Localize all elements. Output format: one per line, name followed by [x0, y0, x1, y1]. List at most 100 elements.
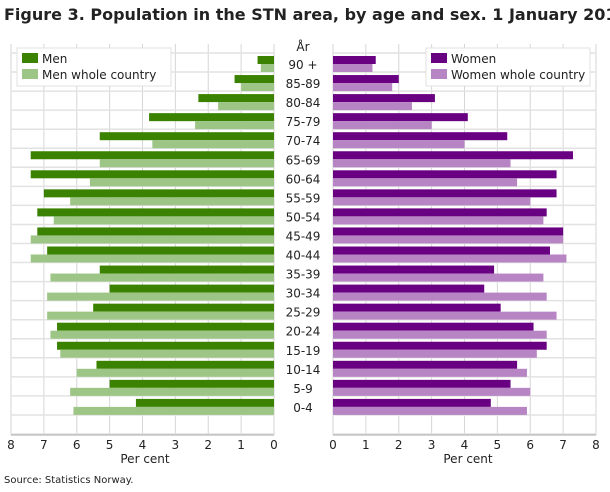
x-tick-label: 5 — [106, 438, 114, 452]
category-label: 50-54 — [286, 210, 321, 224]
bar-men — [99, 132, 274, 141]
bar-men-whole-country — [152, 140, 274, 149]
category-label: 65-69 — [286, 153, 321, 167]
category-label: 10-14 — [286, 363, 321, 377]
bar-women-whole-country — [333, 273, 544, 282]
bar-women-whole-country — [333, 159, 511, 168]
x-tick-label: 6 — [526, 438, 534, 452]
bar-men-whole-country — [30, 254, 274, 263]
bar-men-whole-country — [47, 311, 274, 320]
x-tick-label: 4 — [461, 438, 469, 452]
bar-women-whole-country — [333, 368, 527, 377]
bar-men-whole-country — [241, 83, 274, 92]
category-label: 60-64 — [286, 172, 321, 186]
bar-women — [333, 341, 547, 350]
x-tick-label: 0 — [329, 438, 337, 452]
bar-women — [333, 132, 508, 141]
category-label: 55-59 — [286, 191, 321, 205]
bar-men — [109, 284, 274, 293]
bar-women — [333, 56, 376, 64]
x-tick-label: 1 — [237, 438, 245, 452]
chart-title: Figure 3. Population in the STN area, by… — [4, 5, 610, 24]
legend-label: Women whole country — [451, 68, 585, 82]
bar-men — [37, 208, 274, 217]
x-tick-label: 2 — [204, 438, 212, 452]
bar-women — [333, 322, 534, 331]
bar-men-whole-country — [218, 102, 274, 111]
bar-men-whole-country — [260, 64, 274, 72]
category-label: 35-39 — [286, 268, 321, 282]
bar-men — [109, 379, 274, 388]
bar-women — [333, 379, 511, 388]
bar-men-whole-country — [195, 121, 274, 130]
legend-swatch — [22, 53, 38, 63]
bar-men — [30, 151, 274, 160]
bar-men — [57, 322, 275, 331]
bar-women-whole-country — [333, 387, 531, 396]
bar-women-whole-country — [333, 216, 544, 225]
x-tick-label: 4 — [139, 438, 147, 452]
bar-women-whole-country — [333, 311, 557, 320]
bar-men-whole-country — [50, 330, 275, 339]
bar-women-whole-country — [333, 330, 547, 339]
category-header: År — [296, 39, 309, 54]
category-label: 70-74 — [286, 134, 321, 148]
x-tick-label: 5 — [494, 438, 502, 452]
bar-men — [30, 170, 274, 179]
bar-women-whole-country — [333, 197, 531, 206]
bar-women-whole-country — [333, 349, 537, 358]
bar-women — [333, 284, 485, 293]
bar-women-whole-country — [333, 140, 465, 149]
category-label: 20-24 — [286, 325, 321, 339]
bar-men — [57, 341, 275, 350]
legend-swatch — [431, 53, 447, 63]
category-label: 0-4 — [293, 401, 313, 415]
legend-label: Men — [42, 52, 67, 66]
bar-women — [333, 360, 518, 369]
category-label: 30-34 — [286, 287, 321, 301]
bar-men-whole-country — [60, 349, 274, 358]
bar-men — [257, 56, 274, 64]
bar-men-whole-country — [89, 178, 275, 187]
x-tick-label: 6 — [73, 438, 81, 452]
bar-men-whole-country — [30, 235, 274, 244]
bar-women-whole-country — [333, 83, 393, 92]
bar-men — [135, 398, 274, 407]
legend-label: Men whole country — [42, 68, 156, 82]
x-tick-label: 7 — [559, 438, 567, 452]
bar-women — [333, 170, 557, 179]
legend-swatch — [431, 69, 447, 79]
bar-men — [93, 303, 274, 312]
bar-men — [149, 113, 274, 122]
bar-women — [333, 265, 495, 274]
bar-men — [234, 75, 274, 84]
x-tick-label: 8 — [7, 438, 15, 452]
legend-box — [16, 47, 172, 87]
category-label: 90 + — [288, 58, 317, 72]
x-tick-label: 2 — [395, 438, 403, 452]
legend-label: Women — [451, 52, 496, 66]
bar-men-whole-country — [73, 406, 275, 415]
bar-men — [47, 246, 274, 255]
bar-men-whole-country — [76, 368, 274, 377]
bar-women — [333, 208, 547, 217]
bar-women-whole-country — [333, 121, 432, 130]
x-axis-label-right: Per cent — [443, 452, 493, 466]
bar-women-whole-country — [333, 64, 373, 72]
bar-women — [333, 94, 435, 103]
x-axis-label-left: Per cent — [120, 452, 170, 466]
category-label: 5-9 — [293, 382, 313, 396]
category-label: 45-49 — [286, 229, 321, 243]
category-label: 15-19 — [286, 344, 321, 358]
bar-women — [333, 398, 491, 407]
category-label: 40-44 — [286, 249, 321, 263]
category-label: 80-84 — [286, 96, 321, 110]
bar-women — [333, 227, 564, 236]
bar-men — [96, 360, 274, 369]
bar-women — [333, 75, 399, 84]
bar-women-whole-country — [333, 406, 527, 415]
category-label: 75-79 — [286, 115, 321, 129]
bar-women — [333, 303, 501, 312]
category-label: 25-29 — [286, 306, 321, 320]
x-tick-label: 0 — [270, 438, 278, 452]
